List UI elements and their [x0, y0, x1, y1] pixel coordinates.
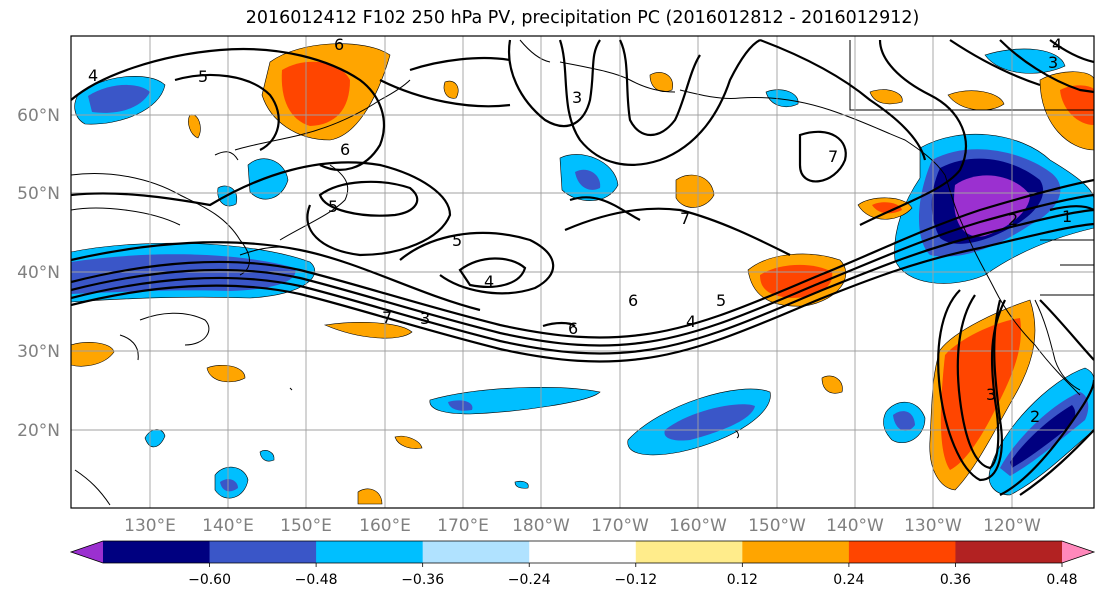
contour-label: 3	[420, 309, 430, 328]
colorbar-segment	[955, 541, 1063, 563]
colorbar-segment	[848, 541, 956, 563]
contour-label: 3	[572, 88, 582, 107]
contour-label: 2	[1008, 210, 1018, 229]
longitude-label: 130°W	[904, 516, 962, 536]
colorbar-tick-label: −0.24	[508, 572, 551, 588]
colorbar-tick-label: 0.12	[727, 572, 758, 588]
contour-label: 3	[986, 385, 996, 404]
colorbar-segment	[529, 541, 637, 563]
latitude-label: 30°N	[17, 342, 60, 362]
pv-contours	[71, 38, 1094, 496]
contour-label: 4	[484, 272, 494, 291]
contour-label: 5	[328, 197, 338, 216]
longitude-label: 160°W	[669, 516, 727, 536]
longitude-axis: 130°E 140°E 150°E 160°E 170°E 180°W 170°…	[124, 516, 1041, 536]
contour-label: 4	[1052, 35, 1062, 54]
latitude-label: 50°N	[17, 184, 60, 204]
colorbar-segment	[635, 541, 743, 563]
contour-label: 7	[828, 147, 838, 166]
map-panel: 4 5 6 6 3 5 4 5 6 7 7 7 3 6 4 5 1 2 3 4	[70, 35, 1095, 509]
contour-label: 5	[198, 67, 208, 86]
contour-label: 7	[382, 308, 392, 327]
colorbar-extend-low	[71, 541, 103, 563]
contour-label: 7	[680, 209, 690, 228]
colorbar-extend-high	[1062, 541, 1094, 563]
colorbar-tick-label: 0.24	[833, 572, 864, 588]
contour-labels: 4 5 6 6 3 5 4 5 6 7 7 7 3 6 4 5 1 2 3 4	[88, 35, 1072, 426]
colorbar-tick-label: −0.48	[295, 572, 338, 588]
longitude-label: 170°E	[437, 516, 489, 536]
contour-label: 6	[568, 319, 578, 338]
coastlines	[71, 39, 1094, 506]
latitude-label: 60°N	[17, 106, 60, 126]
colorbar: −0.60 −0.48 −0.36 −0.24 −0.12 0.12 0.24 0.36 0.4…	[69, 540, 1096, 588]
colorbar-outline	[69, 540, 1096, 564]
contour-label: 5	[452, 231, 462, 250]
latitude-axis: 60°N 50°N 40°N 30°N 20°N	[17, 106, 60, 441]
colorbar-tick-label: 0.36	[940, 572, 971, 588]
longitude-label: 150°W	[748, 516, 806, 536]
longitude-label: 140°E	[202, 516, 254, 536]
contour-label: 6	[334, 35, 344, 54]
colorbar-tick-label: −0.36	[401, 572, 444, 588]
longitude-label: 180°W	[512, 516, 570, 536]
latitude-label: 40°N	[17, 263, 60, 283]
colorbar-segment	[316, 541, 424, 563]
contour-label: 4	[686, 312, 696, 331]
precipitation-fills	[71, 43, 1094, 505]
contour-label: 2	[1030, 407, 1040, 426]
map-frame	[70, 35, 1095, 509]
longitude-label: 150°E	[280, 516, 332, 536]
colorbar-tick-label: −0.60	[188, 572, 231, 588]
longitude-label: 120°W	[983, 516, 1041, 536]
latitude-label: 20°N	[17, 421, 60, 441]
colorbar-segment	[209, 541, 317, 563]
contour-label: 5	[716, 291, 726, 310]
colorbar-segment	[742, 541, 850, 563]
colorbar-segment	[422, 541, 530, 563]
colorbar-segment	[103, 541, 211, 563]
longitude-label: 140°W	[826, 516, 884, 536]
colorbar-tick-label: 0.48	[1046, 572, 1077, 588]
contour-label: 6	[340, 140, 350, 159]
contour-label: 1	[1062, 207, 1072, 226]
longitude-label: 160°E	[359, 516, 411, 536]
contour-label: 6	[628, 291, 638, 310]
colorbar-tick-label: −0.12	[614, 572, 657, 588]
contour-label: 4	[88, 66, 98, 85]
map-title: 2016012412 F102 250 hPa PV, precipitatio…	[245, 8, 920, 28]
longitude-label: 130°E	[124, 516, 176, 536]
contour-label: 3	[1048, 53, 1058, 72]
longitude-label: 170°W	[591, 516, 649, 536]
